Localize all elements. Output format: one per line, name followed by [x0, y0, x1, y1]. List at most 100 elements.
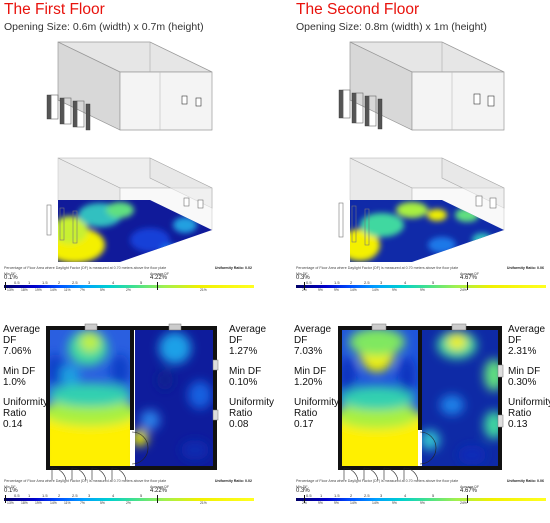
tick-label: 4	[404, 493, 407, 498]
tick-label: 5	[432, 493, 435, 498]
pct-label: 13%	[7, 288, 14, 292]
legend-avg-label: Average DF	[460, 485, 480, 489]
tick-label: 4	[112, 280, 115, 285]
pct-label: 9%	[420, 288, 425, 292]
panel-title: The Second Floor	[296, 1, 420, 18]
pct-label: 9%	[318, 501, 323, 505]
df-floor-plan	[338, 323, 504, 480]
stat-label: Ratio	[294, 408, 318, 419]
legend-avg-value: 4.67%	[460, 275, 478, 281]
df-legend-top: Percentage of Floor Area where Daylight …	[292, 266, 550, 310]
pct-label: 19%	[35, 501, 42, 505]
daylight-model	[46, 157, 213, 262]
tick-label: 0.5	[14, 280, 20, 285]
pct-label: 5%	[100, 501, 105, 505]
pct-label: 21%	[200, 501, 207, 505]
stat-label: Ratio	[508, 408, 532, 419]
tick-label: 3	[380, 493, 383, 498]
avg-df-value: 7.06%	[3, 346, 32, 357]
tick-label: 2	[350, 280, 353, 285]
opening-size: Opening Size: 0.6m (width) x 0.7m (heigh…	[4, 21, 204, 33]
door-swings	[51, 431, 149, 480]
legend-uniformity: Uniformity Ratio: 0.02	[214, 266, 252, 270]
df-color-bar	[296, 497, 546, 501]
df-legend-top: Percentage of Floor Area where Daylight …	[0, 266, 270, 310]
stat-label: Average	[229, 324, 267, 335]
legend-avg-label: Average DF	[460, 272, 480, 276]
tick-label: 2.5	[364, 493, 370, 498]
min-marker	[304, 495, 305, 503]
tick-label: 1	[320, 280, 323, 285]
min-df-value: 1.0%	[3, 377, 26, 388]
df-color-bar	[4, 497, 254, 501]
legend-caption: Percentage of Floor Area where Daylight …	[296, 266, 459, 270]
isometric-views	[338, 41, 505, 262]
df-legend-bottom: Percentage of Floor Area where Daylight …	[0, 479, 270, 523]
stat-label: Uniformity	[229, 397, 275, 408]
tick-label: 1.5	[42, 280, 48, 285]
uniformity-value: 0.17	[294, 419, 314, 430]
stat-label: Uniformity	[294, 397, 340, 408]
min-marker	[5, 282, 6, 290]
legend-uniformity: Uniformity Ratio: 0.06	[506, 479, 544, 483]
tick-label: 1	[320, 493, 323, 498]
tick-label: 2.5	[72, 493, 78, 498]
stat-label: Min DF	[508, 366, 541, 377]
pct-label: 11%	[64, 288, 71, 292]
legend-caption: Percentage of Floor Area where Daylight …	[296, 479, 459, 483]
tick-label: 2	[350, 493, 353, 498]
tick-label: 3	[88, 493, 91, 498]
min-df-value: 0.10%	[229, 377, 258, 388]
pct-label: 19%	[35, 288, 42, 292]
pct-label: 14%	[50, 288, 57, 292]
tick-label: 1	[28, 280, 31, 285]
right-room-heatmap	[422, 328, 500, 468]
stat-label: Min DF	[3, 366, 36, 377]
left-room-heatmap	[48, 328, 130, 468]
pct-label: 9%	[318, 288, 323, 292]
tick-label: 3	[88, 280, 91, 285]
pct-label: 13%	[7, 501, 14, 505]
legend-uniformity: Uniformity Ratio: 0.02	[214, 479, 252, 483]
stat-label: DF	[508, 335, 522, 346]
df-color-bar	[4, 284, 254, 288]
tick-label: 0.5	[306, 493, 312, 498]
stat-label: Min DF	[294, 366, 327, 377]
stats-right-room: Average DF 1.27% Min DF 0.10% Uniformity…	[229, 324, 274, 430]
isometric-views	[46, 41, 213, 262]
tick-label: 3	[380, 280, 383, 285]
pct-label: 18%	[21, 501, 28, 505]
pct-label: 7%	[80, 501, 85, 505]
min-marker	[5, 495, 6, 503]
tick-label: 1.5	[42, 493, 48, 498]
legend-min-label: Min DF	[4, 272, 16, 276]
pct-label: 9%	[334, 501, 339, 505]
pct-label: 14%	[350, 288, 357, 292]
df-floor-plan	[46, 323, 219, 480]
pct-label: 9%	[334, 288, 339, 292]
uniformity-value: 0.13	[508, 419, 528, 430]
legend-min-label: Min DF	[4, 485, 16, 489]
tick-label: 4	[404, 280, 407, 285]
tick-label: 2.5	[364, 280, 370, 285]
stats-left-room: Average DF 7.06% Min DF 1.0% Uniformity …	[3, 324, 48, 430]
opening-size: Opening Size: 0.8m (width) x 1m (height)	[296, 21, 487, 33]
tick-label: 5	[432, 280, 435, 285]
pct-label: 2%	[126, 288, 131, 292]
legend-min-value: 0.3%	[296, 488, 310, 494]
tick-label: 5	[140, 280, 143, 285]
stat-label: DF	[294, 335, 308, 346]
df-legend-bottom: Percentage of Floor Area where Daylight …	[292, 479, 550, 523]
tick-label: 2.5	[72, 280, 78, 285]
pct-label: 2%	[302, 288, 307, 292]
min-marker	[304, 282, 305, 290]
pct-label: 24%	[460, 288, 467, 292]
massing-model	[46, 41, 213, 131]
pct-label: 21%	[200, 288, 207, 292]
legend-avg-label: Average DF	[150, 485, 170, 489]
avg-marker	[157, 282, 158, 290]
tick-label: 4	[112, 493, 115, 498]
pct-label: 2%	[126, 501, 131, 505]
pct-label: 24%	[460, 501, 467, 505]
min-df-value: 1.20%	[294, 377, 323, 388]
